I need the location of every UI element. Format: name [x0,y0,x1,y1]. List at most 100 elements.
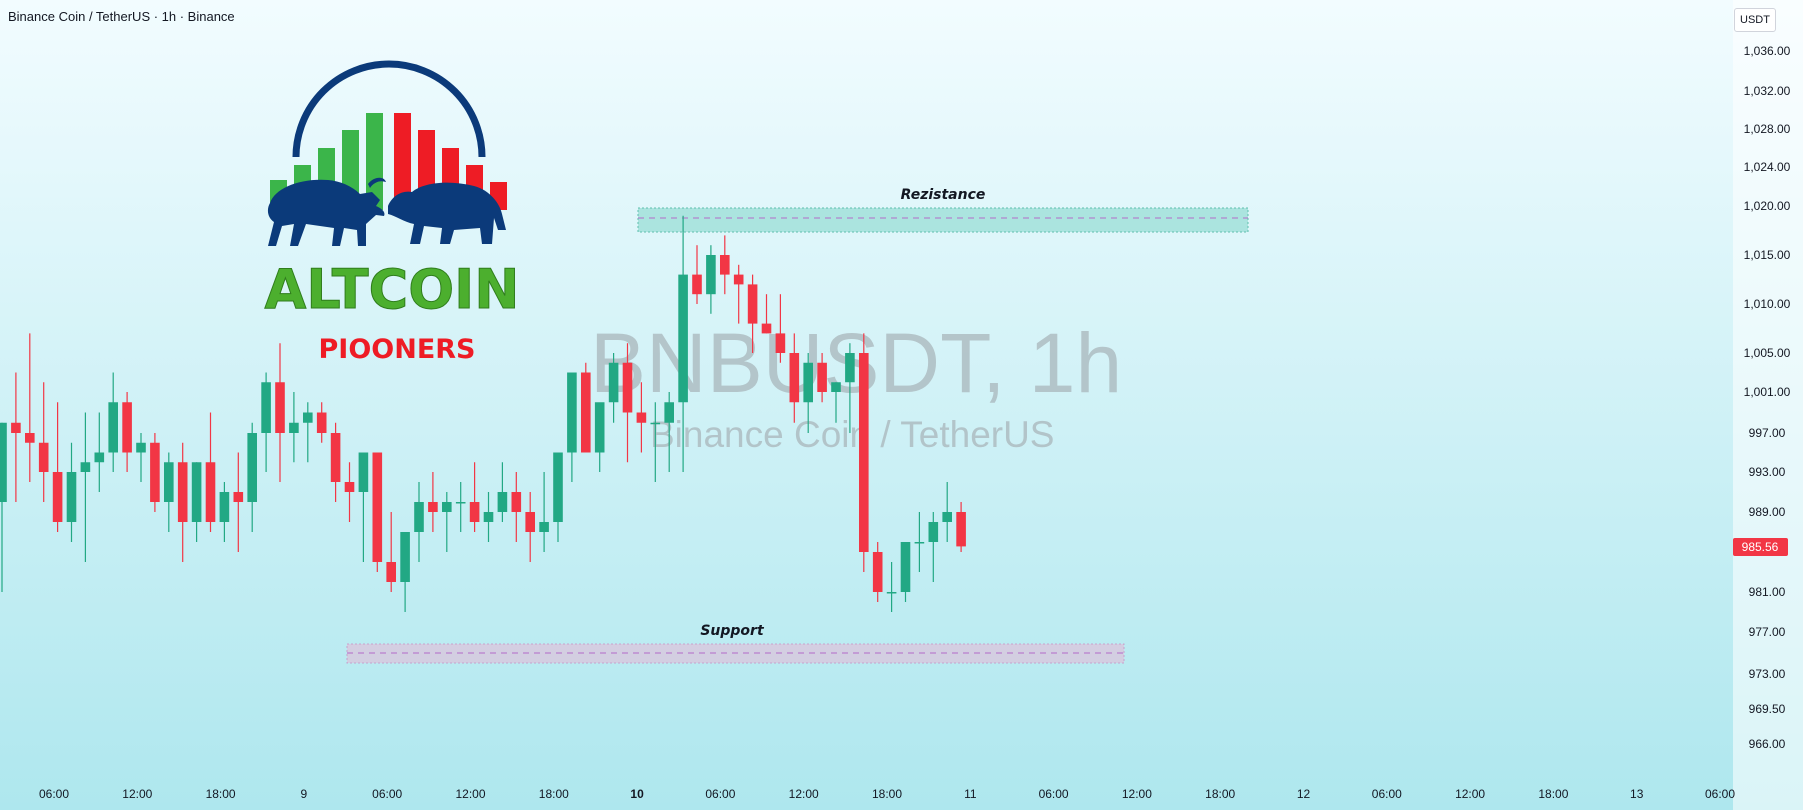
candle[interactable] [316,402,327,443]
candle[interactable] [38,382,49,502]
candle[interactable] [747,274,758,353]
candle-body [400,532,410,582]
candle-body [275,382,285,433]
candle[interactable] [455,482,466,532]
candle[interactable] [553,452,563,543]
candle-body [344,482,355,492]
candle[interactable] [928,512,939,582]
price-axis-background[interactable] [1733,0,1803,810]
candle[interactable] [650,402,661,482]
candle[interactable] [442,492,452,552]
candle[interactable] [900,542,911,602]
resistance-box[interactable] [637,207,1249,233]
candle-body [553,452,563,522]
candle-body [442,502,452,512]
candle[interactable] [775,294,786,363]
candle-body [747,284,758,324]
candle[interactable] [205,412,216,533]
candle[interactable] [303,402,313,463]
candle[interactable] [330,422,341,502]
candle[interactable] [845,343,855,433]
candle[interactable] [817,353,827,403]
price-tick-label: 977.00 [1749,625,1786,639]
candle[interactable] [80,412,91,563]
candle[interactable] [872,542,883,602]
candle[interactable] [344,462,355,522]
candle[interactable] [581,362,591,453]
candle[interactable] [692,245,702,304]
candle[interactable] [247,422,257,532]
candle[interactable] [219,482,230,542]
candle[interactable] [886,562,897,612]
candles[interactable] [0,215,966,612]
candle[interactable] [261,372,271,473]
currency-unit-button[interactable]: USDT [1734,8,1776,32]
time-tick-label: 18:00 [1538,787,1568,801]
candle[interactable] [289,392,299,463]
candle[interactable] [956,502,966,552]
candle[interactable] [567,372,577,483]
candle-body [608,362,619,403]
candle[interactable] [859,333,869,572]
candle[interactable] [608,353,619,423]
candle[interactable] [636,382,647,453]
candle[interactable] [177,442,188,562]
candle[interactable] [52,402,63,532]
candle[interactable] [108,372,118,473]
candle[interactable] [497,462,508,522]
price-axis[interactable]: 1,036.00 1,032.00 1,028.00 1,024.00 1,020.00… [1733,44,1791,751]
candle[interactable] [150,433,160,512]
candle[interactable] [275,343,285,482]
candle[interactable] [136,433,146,482]
candle-body [497,492,508,512]
candle[interactable] [483,492,494,542]
candle[interactable] [94,412,105,493]
candle[interactable] [525,492,535,562]
candle[interactable] [622,343,633,463]
candle[interactable] [678,215,688,472]
candle[interactable] [803,353,813,433]
support-zone[interactable]: Support [346,623,1125,664]
candle[interactable] [914,512,925,572]
candle[interactable] [164,452,174,533]
candle-body [386,562,396,582]
candle-body [428,502,438,512]
candle-body [817,362,827,392]
candle[interactable] [233,452,244,553]
candle[interactable] [664,392,674,472]
candle[interactable] [789,333,800,423]
candle[interactable] [761,294,772,334]
candle[interactable] [469,462,480,532]
candle[interactable] [11,372,21,503]
candle[interactable] [428,472,438,532]
time-tick-label: 12:00 [1122,787,1152,801]
candle[interactable] [191,462,202,542]
candle[interactable] [942,482,952,542]
candle-body [581,372,591,453]
candle[interactable] [0,422,7,592]
time-tick-label: 9 [301,787,308,801]
candle[interactable] [511,472,522,542]
time-axis[interactable]: 06:00 12:00 18:00 9 06:00 12:00 18:00 10 06:00 12… [39,787,1735,801]
candle[interactable] [720,235,730,295]
candle[interactable] [594,402,605,472]
time-tick-label: 12:00 [455,787,485,801]
candle-body [94,452,105,463]
candle[interactable] [122,392,132,472]
candle[interactable] [25,333,35,482]
candle[interactable] [733,264,744,324]
candle[interactable] [358,452,369,563]
candle[interactable] [372,452,383,573]
candle[interactable] [539,472,549,552]
candle[interactable] [400,532,410,612]
resistance-zone[interactable]: Rezistance [637,187,1249,233]
candle-body [219,492,230,522]
candle-body [775,333,786,353]
candle[interactable] [414,482,424,562]
candle[interactable] [831,382,841,423]
candle[interactable] [386,512,396,592]
candle[interactable] [66,442,77,542]
candle[interactable] [706,245,716,314]
time-tick-label: 13 [1630,787,1644,801]
